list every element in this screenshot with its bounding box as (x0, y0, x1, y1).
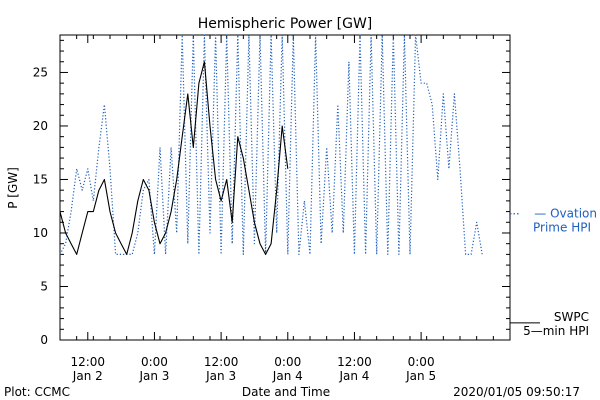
footer-credit: Plot: CCMC (4, 385, 70, 399)
x-tick-label-time: 12:00 (204, 355, 239, 369)
series-ovation-line (59, 34, 483, 255)
legend-ovation-label: — Ovation (534, 207, 597, 221)
x-axis-label: Date and Time (242, 385, 330, 399)
x-tick-label-date: Jan 4 (338, 369, 369, 383)
y-tick-label: 0 (40, 333, 48, 347)
legend-swpc-label: 5—min HPI (523, 324, 589, 338)
y-tick-label: 20 (33, 119, 48, 133)
y-tick-label: 5 (40, 279, 48, 293)
y-axis-label: P [GW] (6, 167, 20, 209)
y-tick-label: 10 (33, 226, 48, 240)
x-tick-label-date: Jan 2 (72, 369, 103, 383)
plot-frame (59, 34, 511, 341)
footer-timestamp: 2020/01/05 09:50:17 (453, 385, 580, 399)
x-tick-label-time: 12:00 (337, 355, 372, 369)
x-tick-label-date: Jan 4 (272, 369, 303, 383)
x-tick-label-time: 0:00 (408, 355, 435, 369)
x-tick-label-date: Jan 5 (405, 369, 436, 383)
y-tick-label: 25 (33, 65, 48, 79)
x-tick-label-date: Jan 3 (138, 369, 169, 383)
x-tick-label-time: 0:00 (274, 355, 301, 369)
legend-ovation-label: Prime HPI (533, 221, 591, 235)
chart-title: Hemispheric Power [GW] (198, 16, 373, 32)
y-tick-label: 15 (33, 172, 48, 186)
x-tick-label-time: 12:00 (70, 355, 105, 369)
series-swpc-line (59, 61, 289, 255)
legend-swpc-label: SWPC (554, 310, 589, 324)
x-tick-label-date: Jan 3 (205, 369, 236, 383)
x-tick-label-time: 0:00 (141, 355, 168, 369)
